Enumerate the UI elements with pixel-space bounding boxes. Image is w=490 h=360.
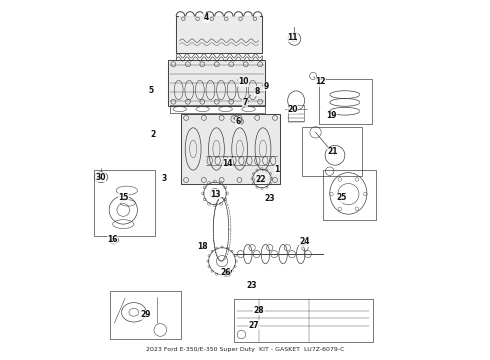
Text: 9: 9 xyxy=(264,82,269,91)
Text: 23: 23 xyxy=(265,194,275,203)
Bar xyxy=(110,291,181,339)
Polygon shape xyxy=(176,16,262,53)
Polygon shape xyxy=(168,60,266,106)
Text: 30: 30 xyxy=(95,173,106,182)
Text: 23: 23 xyxy=(247,281,257,290)
Text: 11: 11 xyxy=(287,33,298,42)
Bar xyxy=(322,170,375,220)
Text: 2023 Ford E-350/E-350 Super Duty  KIT - GASKET  LU7Z-6079-C: 2023 Ford E-350/E-350 Super Duty KIT - G… xyxy=(146,347,344,352)
Text: 6: 6 xyxy=(235,117,241,126)
Text: 25: 25 xyxy=(337,193,347,202)
Text: 27: 27 xyxy=(248,321,259,330)
Text: 16: 16 xyxy=(107,235,118,244)
Text: 17: 17 xyxy=(222,270,233,279)
Text: 19: 19 xyxy=(326,111,337,120)
Text: 20: 20 xyxy=(287,105,298,114)
Bar xyxy=(170,105,266,113)
Text: 10: 10 xyxy=(238,77,248,86)
Text: 4: 4 xyxy=(203,13,209,22)
Text: 13: 13 xyxy=(210,190,220,199)
Text: 5: 5 xyxy=(149,86,154,95)
Bar xyxy=(181,114,280,184)
Bar xyxy=(168,60,266,106)
Text: 24: 24 xyxy=(300,237,310,246)
Text: 12: 12 xyxy=(316,77,326,86)
Bar xyxy=(302,127,362,176)
Text: 3: 3 xyxy=(161,174,167,183)
Text: 29: 29 xyxy=(140,310,151,319)
Text: 14: 14 xyxy=(222,158,233,167)
Bar xyxy=(234,299,373,342)
Text: 1: 1 xyxy=(274,165,279,174)
Bar xyxy=(94,170,155,237)
Text: 22: 22 xyxy=(256,175,266,184)
Text: 2: 2 xyxy=(150,130,156,139)
Text: 28: 28 xyxy=(254,306,265,315)
Bar xyxy=(288,104,304,121)
Text: 21: 21 xyxy=(327,147,338,156)
Text: 8: 8 xyxy=(255,87,260,96)
Text: 26: 26 xyxy=(220,268,231,277)
Text: 15: 15 xyxy=(118,193,128,202)
Bar xyxy=(319,80,372,124)
Polygon shape xyxy=(234,116,242,124)
Text: 7: 7 xyxy=(243,98,247,107)
Polygon shape xyxy=(181,114,280,184)
Text: 18: 18 xyxy=(197,242,208,251)
